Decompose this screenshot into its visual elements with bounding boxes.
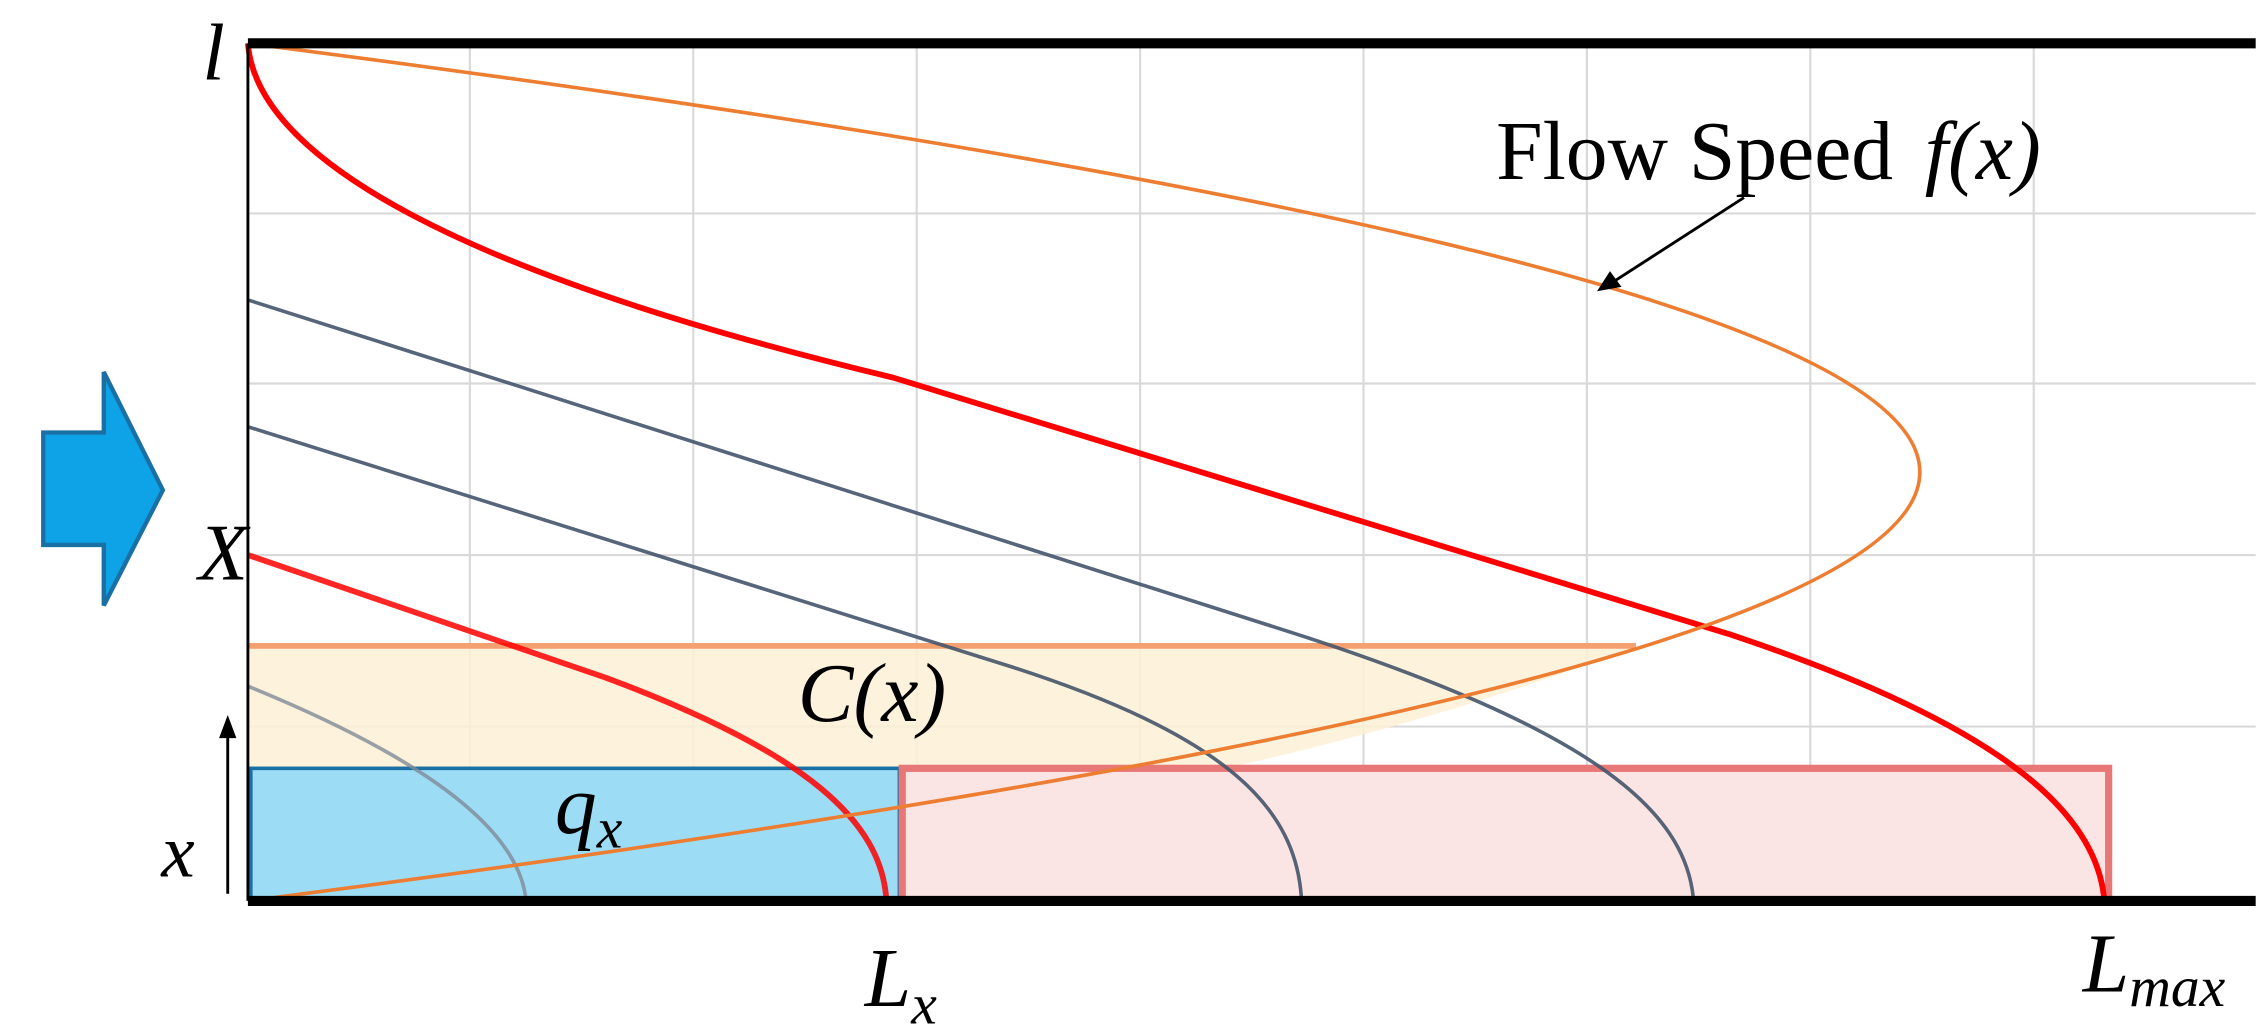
- base: L: [864, 933, 911, 1025]
- range-rect: [898, 764, 2113, 905]
- label-capacity: C(x): [798, 648, 947, 740]
- label-X: X: [196, 509, 251, 598]
- x-arrow-head: [219, 715, 237, 739]
- trajectories: [245, 41, 2108, 903]
- flow-rect: [248, 766, 902, 903]
- label-l: l: [202, 8, 224, 97]
- label-Lx: Lx: [864, 933, 937, 1025]
- label-x: x: [160, 810, 194, 893]
- inflow-arrow: [41, 371, 166, 607]
- sub: x: [596, 798, 623, 861]
- trajectory-red: [245, 43, 2108, 902]
- base: q: [555, 760, 597, 852]
- flow-speed-label: Flow Speed f(x): [1496, 106, 2041, 198]
- trajectory: [247, 425, 1304, 902]
- text: Flow Speed: [1496, 106, 1893, 198]
- trajectory: [247, 298, 1696, 902]
- trajectory: [247, 684, 528, 902]
- annotation-arrow-head: [1596, 271, 1622, 292]
- sub: x: [910, 973, 937, 1025]
- sub: max: [2129, 956, 2225, 1019]
- trajectory-red: [246, 552, 890, 902]
- base: L: [2082, 919, 2129, 1011]
- function: f(x): [1925, 106, 2041, 198]
- label-Lmax: Lmax: [2082, 919, 2226, 1019]
- annotation-arrow: [1613, 196, 1745, 283]
- label-flow: qx: [555, 760, 623, 860]
- flow-speed-curve: [247, 41, 1922, 903]
